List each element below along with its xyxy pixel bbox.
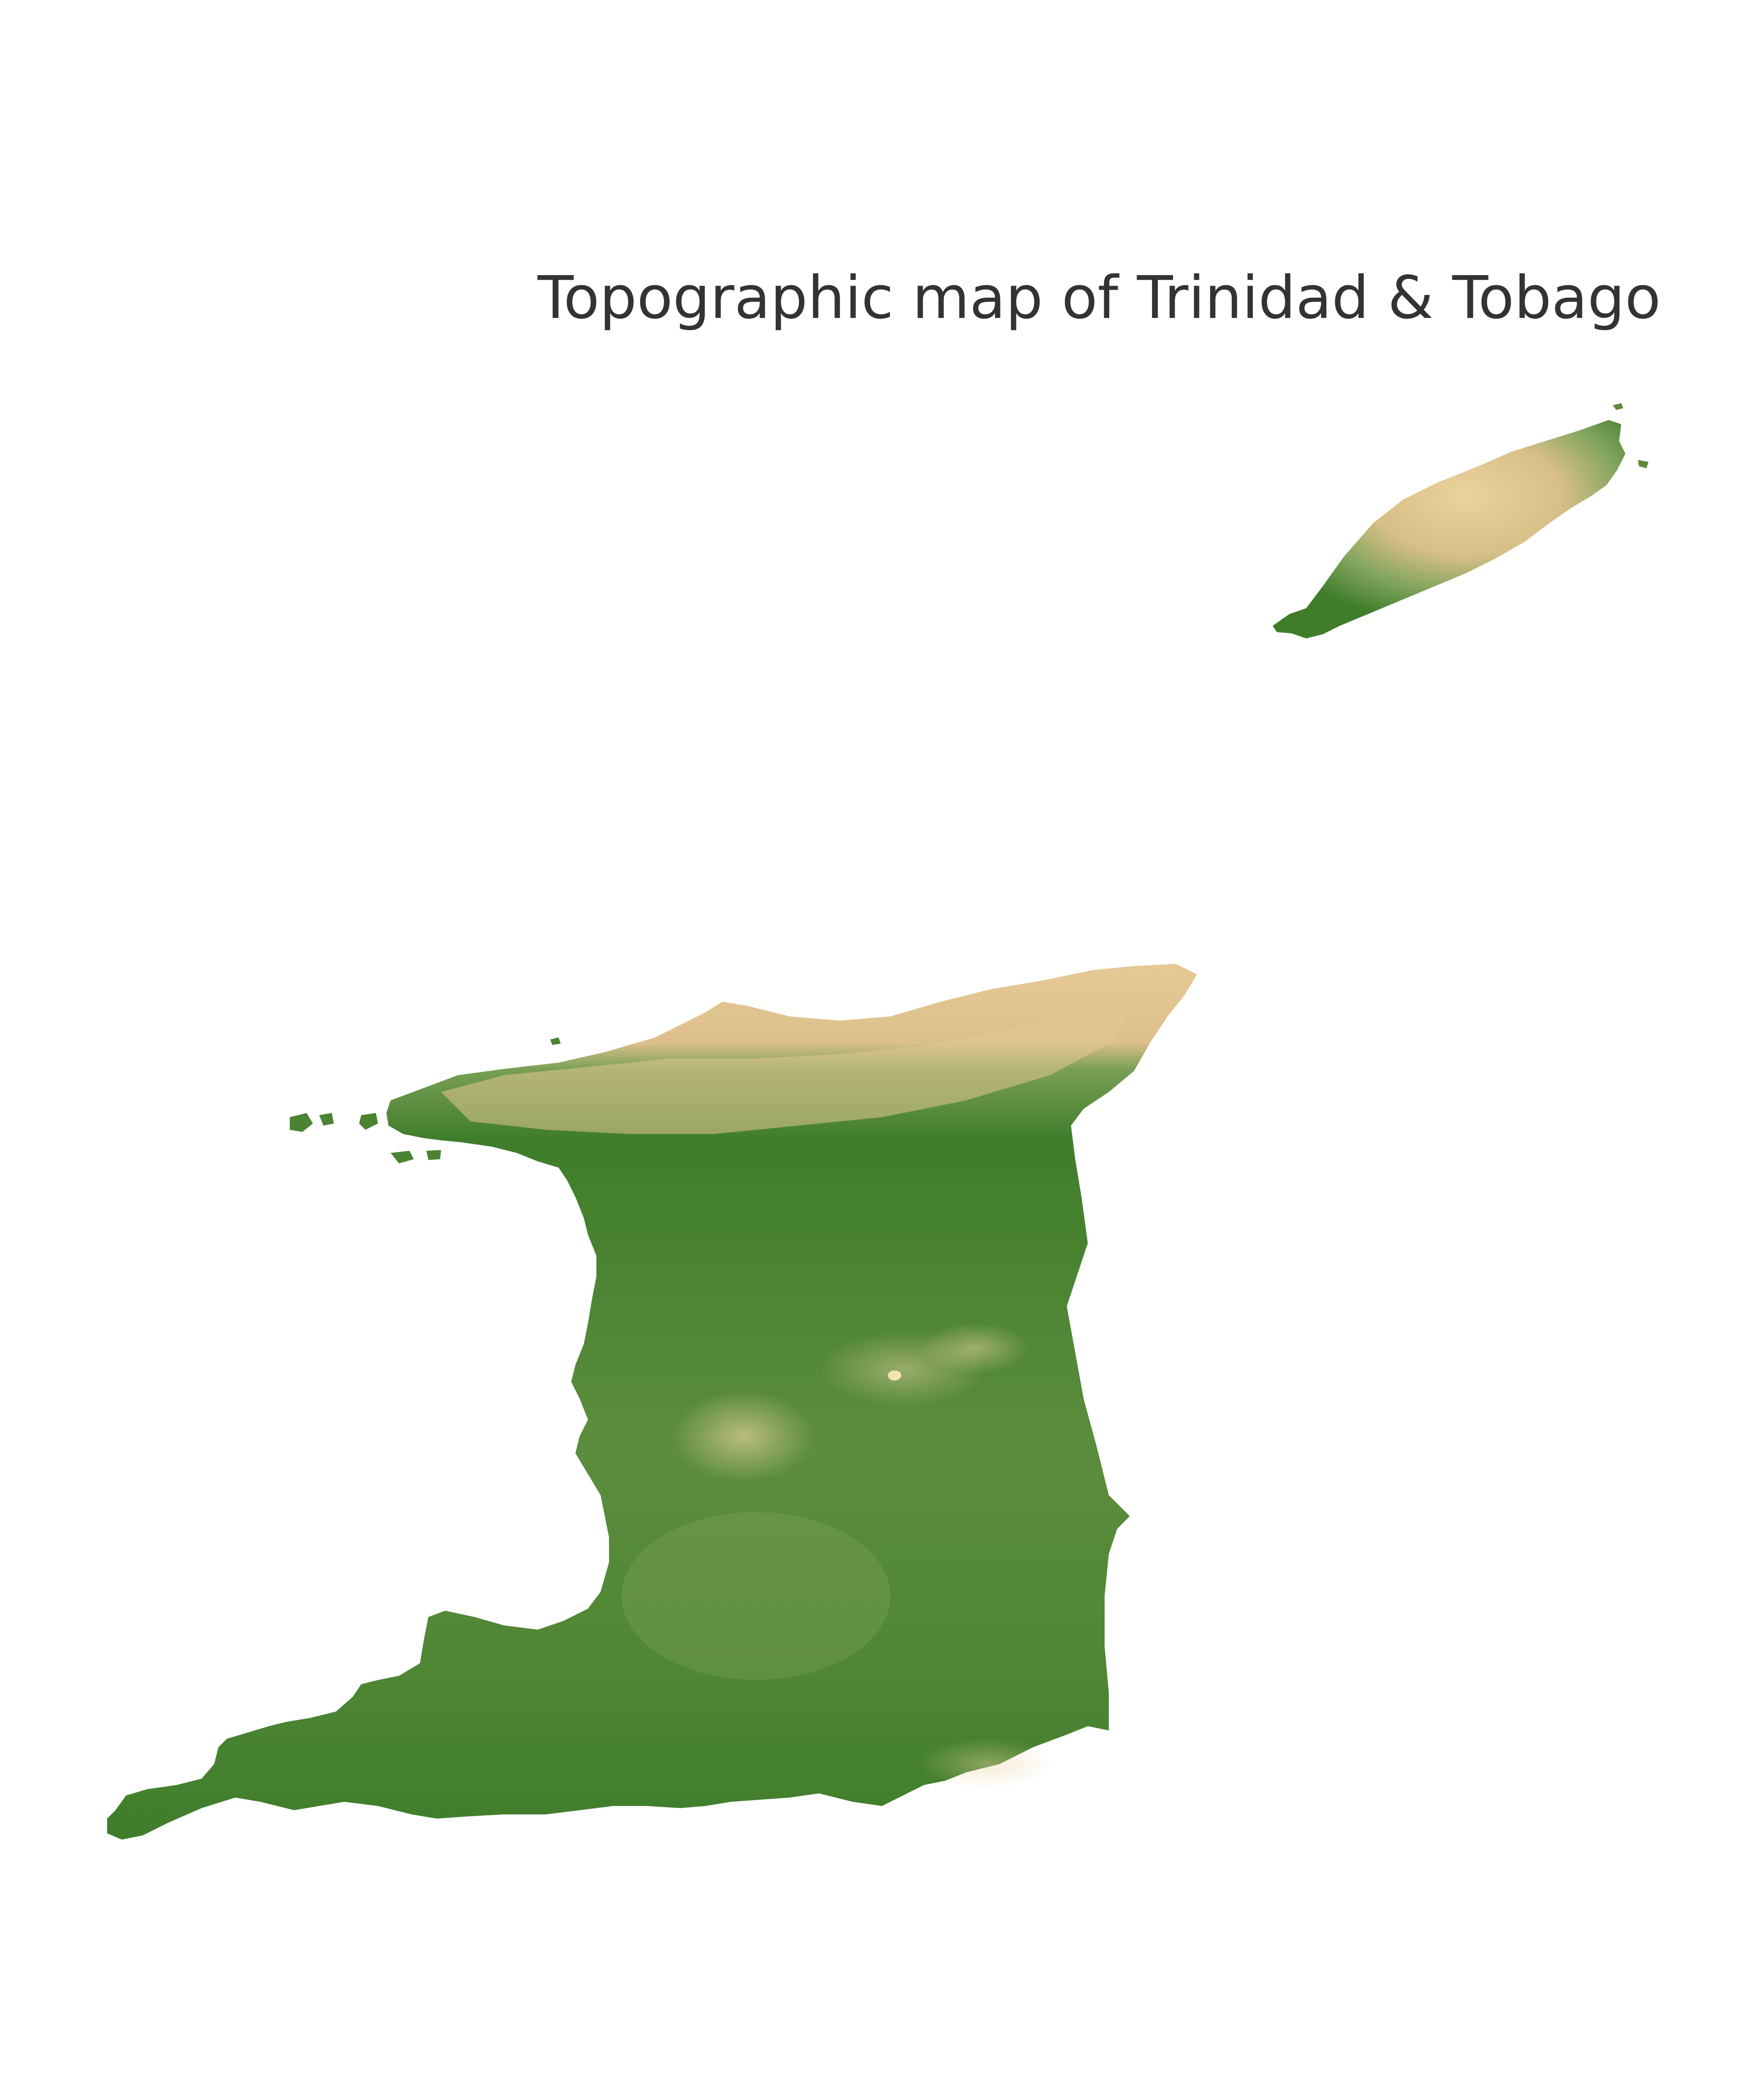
trinidad-island bbox=[107, 964, 1197, 1840]
map-title: Topographic map of Trinidad & Tobago bbox=[538, 264, 1661, 332]
tobago-island bbox=[1273, 403, 1648, 638]
